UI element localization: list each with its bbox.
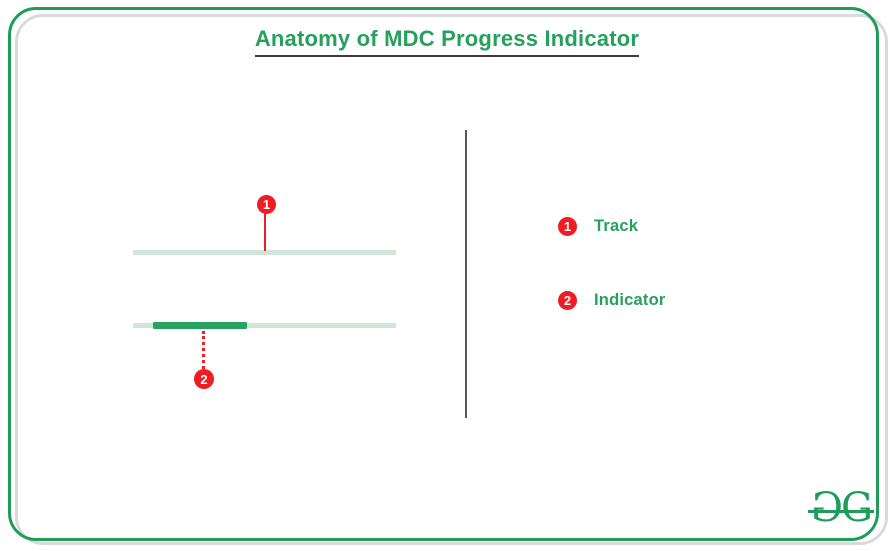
legend-2-label: Indicator [594,291,666,309]
vertical-divider [465,130,467,418]
legend-item-track: 1 Track [558,217,638,236]
progress-track-bar-2 [133,323,396,328]
callout-2-badge: 2 [194,369,214,389]
legend-1-label: Track [594,217,639,235]
logo-letter-g: G [841,485,873,531]
card-green-outline [8,7,879,541]
legend-item-indicator: 2 Indicator [558,291,665,310]
logo-crossbar [808,510,874,513]
page-title: Anatomy of MDC Progress Indicator [254,26,640,57]
callout-1-pointer-line [264,212,266,251]
callout-2-pointer-line [202,331,205,369]
logo-letter-mirrored-g: G [811,485,843,531]
legend-2-badge: 2 [558,291,577,310]
card-shadow-outline [15,14,888,545]
progress-track-bar [133,250,396,255]
callout-1-badge: 1 [257,195,276,214]
legend-1-badge: 1 [558,217,577,236]
progress-indicator-fill [153,322,247,329]
geeksforgeeks-logo: GG [806,485,878,531]
title-container: Anatomy of MDC Progress Indicator [0,26,894,57]
